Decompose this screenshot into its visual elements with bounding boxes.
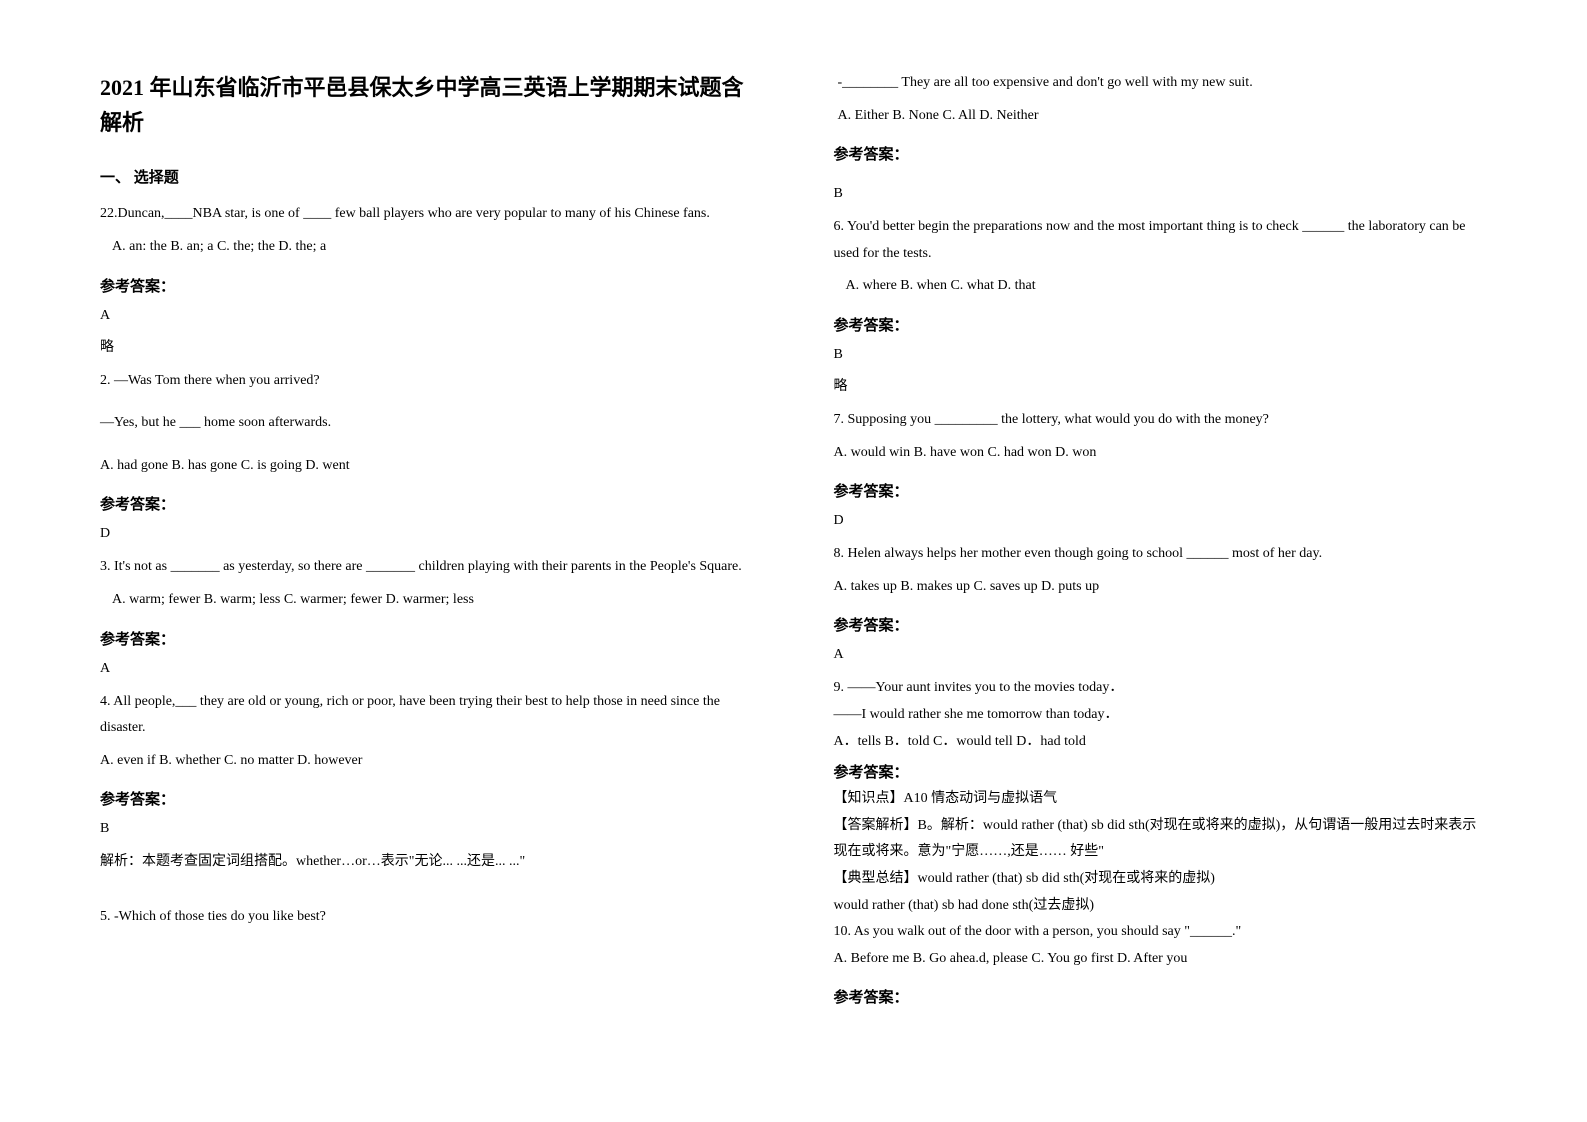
question-7-text: 7. Supposing you _________ the lottery, … <box>834 407 1488 434</box>
question-9-line1: 9. ——Your aunt invites you to the movies… <box>834 675 1488 702</box>
question-8-options: A. takes up B. makes up C. saves up D. p… <box>834 574 1488 601</box>
question-8-text: 8. Helen always helps her mother even th… <box>834 541 1488 568</box>
question-4-options: A. even if B. whether C. no matter D. ho… <box>100 748 754 775</box>
question-10-text: 10. As you walk out of the door with a p… <box>834 919 1488 946</box>
left-column: 2021 年山东省临沂市平邑县保太乡中学高三英语上学期期末试题含解析 一、 选择… <box>100 70 754 1082</box>
question-9-exp2: 【答案解析】B。解析：would rather (that) sb did st… <box>834 813 1488 866</box>
question-9-line2: ——I would rather she me tomorrow than to… <box>834 702 1488 729</box>
question-9-exp4: would rather (that) sb had done sth(过去虚拟… <box>834 893 1488 920</box>
question-22-text: 22.Duncan,____NBA star, is one of ____ f… <box>100 201 754 228</box>
question-3-text: 3. It's not as _______ as yesterday, so … <box>100 554 754 581</box>
question-4-text: 4. All people,___ they are old or young,… <box>100 689 754 742</box>
question-5-answer-label: 参考答案： <box>834 143 1488 164</box>
question-22-note: 略 <box>100 336 754 356</box>
question-6-text: 6. You'd better begin the preparations n… <box>834 214 1488 267</box>
question-8-answer-label: 参考答案： <box>834 614 1488 635</box>
question-5-cont-options: A. Either B. None C. All D. Neither <box>834 103 1488 130</box>
question-7-answer: D <box>834 513 1488 529</box>
question-2-answer-label: 参考答案： <box>100 493 754 514</box>
question-5-text: 5. -Which of those ties do you like best… <box>100 904 754 931</box>
question-9-answer-label: 参考答案： <box>834 761 1488 782</box>
spacer <box>100 443 754 453</box>
question-10-answer-label: 参考答案： <box>834 986 1488 1007</box>
question-4-answer: B <box>100 821 754 837</box>
question-5-answer: B <box>834 186 1488 202</box>
question-9-options: A．tells B．told C．would tell D．had told <box>834 729 1488 756</box>
question-2-answer: D <box>100 526 754 542</box>
question-7-options: A. would win B. have won C. had won D. w… <box>834 440 1488 467</box>
question-3-answer-label: 参考答案： <box>100 628 754 649</box>
question-7-answer-label: 参考答案： <box>834 480 1488 501</box>
question-5-cont-text: -________ They are all too expensive and… <box>834 70 1488 97</box>
question-8-answer: A <box>834 647 1488 663</box>
right-column: -________ They are all too expensive and… <box>834 70 1488 1082</box>
question-6-answer: B <box>834 347 1488 363</box>
question-3-options: A. warm; fewer B. warm; less C. warmer; … <box>100 587 754 614</box>
question-6-answer-label: 参考答案： <box>834 314 1488 335</box>
question-9-exp3: 【典型总结】would rather (that) sb did sth(对现在… <box>834 866 1488 893</box>
question-22-answer: A <box>100 308 754 324</box>
question-6-note: 略 <box>834 375 1488 395</box>
question-10-options: A. Before me B. Go ahea.d, please C. You… <box>834 946 1488 973</box>
question-2-line2: —Yes, but he ___ home soon afterwards. <box>100 410 754 437</box>
question-22-options: A. an: the B. an; a C. the; the D. the; … <box>100 234 754 261</box>
question-2-options: A. had gone B. has gone C. is going D. w… <box>100 453 754 480</box>
question-6-options: A. where B. when C. what D. that <box>834 273 1488 300</box>
question-4-answer-label: 参考答案： <box>100 788 754 809</box>
question-2-line1: 2. —Was Tom there when you arrived? <box>100 368 754 395</box>
question-22-answer-label: 参考答案： <box>100 275 754 296</box>
section-title: 一、 选择题 <box>100 166 754 187</box>
spacer <box>100 400 754 410</box>
document-title: 2021 年山东省临沂市平邑县保太乡中学高三英语上学期期末试题含解析 <box>100 70 754 140</box>
page-container: 2021 年山东省临沂市平邑县保太乡中学高三英语上学期期末试题含解析 一、 选择… <box>100 70 1487 1082</box>
question-3-answer: A <box>100 661 754 677</box>
question-4-explanation: 解析：本题考查固定词组搭配。whether…or…表示"无论... ...还是.… <box>100 849 754 876</box>
spacer <box>834 176 1488 186</box>
spacer <box>100 888 754 904</box>
question-9-exp1: 【知识点】A10 情态动词与虚拟语气 <box>834 786 1488 813</box>
